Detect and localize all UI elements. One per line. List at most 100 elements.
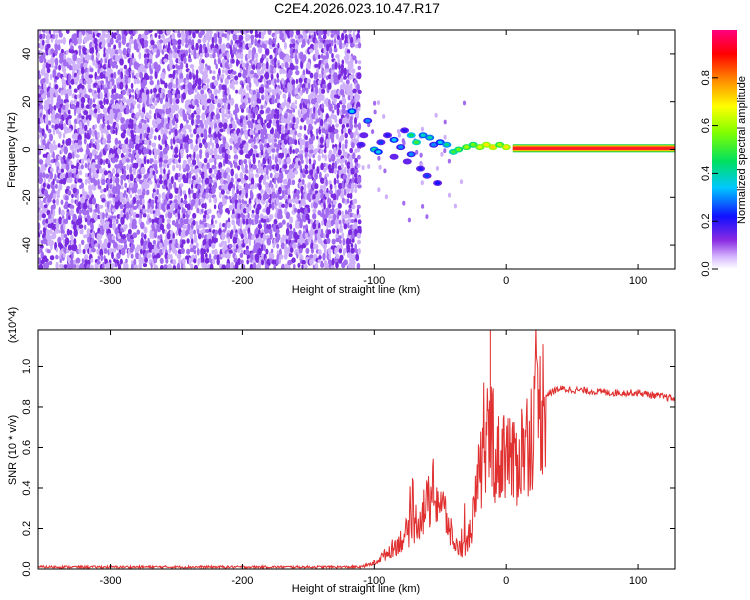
noise-blob bbox=[257, 242, 262, 249]
noise-blob bbox=[351, 142, 355, 149]
noise-blob bbox=[163, 168, 166, 175]
noise-blob bbox=[192, 74, 196, 81]
noise-blob bbox=[148, 75, 153, 81]
noise-blob bbox=[179, 78, 184, 83]
noise-blob bbox=[334, 218, 340, 226]
signal-blob-core bbox=[417, 166, 424, 171]
noise-blob bbox=[346, 113, 350, 119]
noise-blob bbox=[299, 51, 304, 60]
noise-blob bbox=[271, 153, 275, 161]
noise-blob bbox=[265, 91, 269, 100]
snr-frame bbox=[37, 329, 676, 570]
noise-blob bbox=[257, 162, 262, 169]
noise-blob bbox=[340, 134, 345, 141]
noise-blob bbox=[118, 263, 122, 269]
noise-blob bbox=[333, 147, 337, 155]
noise-blob bbox=[62, 155, 66, 161]
noise-blob bbox=[85, 104, 91, 109]
noise-blob bbox=[280, 133, 285, 142]
noise-blob bbox=[440, 152, 444, 157]
noise-blob bbox=[177, 83, 181, 89]
noise-blob bbox=[251, 209, 255, 214]
noise-blob bbox=[208, 183, 212, 188]
noise-blob bbox=[292, 65, 295, 70]
noise-blob bbox=[357, 226, 362, 235]
noise-blob bbox=[291, 38, 296, 44]
noise-blob bbox=[314, 183, 319, 190]
noise-blob bbox=[175, 113, 179, 120]
noise-blob bbox=[47, 229, 51, 236]
noise-blob bbox=[264, 71, 270, 80]
noise-blob bbox=[124, 182, 128, 189]
noise-blob bbox=[60, 168, 64, 173]
noise-blob bbox=[116, 30, 119, 35]
noise-blob bbox=[254, 106, 259, 116]
noise-blob bbox=[275, 30, 280, 35]
noise-blob bbox=[231, 219, 235, 226]
noise-blob bbox=[63, 233, 68, 239]
noise-blob bbox=[447, 158, 451, 164]
noise-blob bbox=[149, 44, 153, 50]
noise-blob bbox=[111, 235, 116, 241]
noise-blob bbox=[136, 200, 140, 205]
noise-blob bbox=[349, 122, 354, 131]
noise-blob bbox=[150, 199, 155, 205]
noise-blob bbox=[352, 55, 357, 61]
noise-blob bbox=[180, 247, 185, 254]
noise-blob bbox=[68, 57, 73, 66]
noise-blob bbox=[193, 229, 197, 235]
noise-blob bbox=[241, 187, 246, 196]
noise-blob bbox=[115, 173, 120, 178]
noise-blob bbox=[200, 197, 205, 203]
noise-blob bbox=[111, 103, 116, 110]
noise-blob bbox=[346, 198, 350, 204]
noise-blob bbox=[190, 168, 194, 175]
noise-blob bbox=[314, 102, 319, 109]
noise-blob bbox=[352, 152, 356, 160]
noise-blob bbox=[182, 232, 186, 238]
noise-blob bbox=[357, 122, 362, 131]
noise-blob bbox=[335, 247, 340, 253]
noise-blob bbox=[213, 181, 218, 189]
noise-blob bbox=[317, 193, 321, 199]
noise-blob bbox=[54, 30, 60, 34]
noise-blob bbox=[401, 138, 405, 144]
noise-blob bbox=[91, 47, 95, 54]
noise-blob bbox=[112, 197, 116, 205]
noise-blob bbox=[76, 194, 80, 201]
noise-blob bbox=[191, 44, 195, 51]
noise-blob bbox=[112, 218, 116, 223]
noise-blob bbox=[97, 87, 101, 94]
noise-blob bbox=[268, 251, 272, 260]
signal-blob-core bbox=[365, 119, 371, 123]
noise-blob bbox=[302, 173, 306, 179]
noise-blob bbox=[203, 132, 208, 141]
noise-blob bbox=[45, 261, 50, 269]
noise-blob bbox=[309, 229, 314, 237]
noise-blob bbox=[86, 263, 91, 269]
noise-blob bbox=[336, 78, 340, 85]
noise-blob bbox=[41, 93, 47, 100]
noise-blob bbox=[62, 163, 67, 170]
noise-blob bbox=[268, 203, 272, 209]
noise-blob bbox=[218, 36, 222, 45]
noise-blob bbox=[123, 243, 128, 250]
noise-blob bbox=[140, 237, 144, 246]
noise-blob bbox=[194, 87, 198, 93]
noise-blob bbox=[335, 223, 339, 230]
noise-blob bbox=[335, 54, 340, 59]
noise-blob bbox=[355, 127, 358, 136]
noise-blob bbox=[125, 123, 129, 129]
noise-blob bbox=[121, 185, 124, 190]
noise-blob bbox=[155, 117, 161, 124]
y-tick-label: 1.0 bbox=[21, 359, 33, 374]
noise-blob bbox=[223, 244, 229, 252]
noise-blob bbox=[327, 214, 332, 219]
noise-blob bbox=[250, 37, 254, 45]
noise-blob bbox=[174, 40, 179, 45]
noise-blob bbox=[242, 219, 246, 225]
noise-blob bbox=[141, 192, 145, 200]
noise-blob bbox=[343, 127, 347, 134]
noise-blob bbox=[188, 138, 193, 144]
noise-blob bbox=[45, 124, 49, 131]
